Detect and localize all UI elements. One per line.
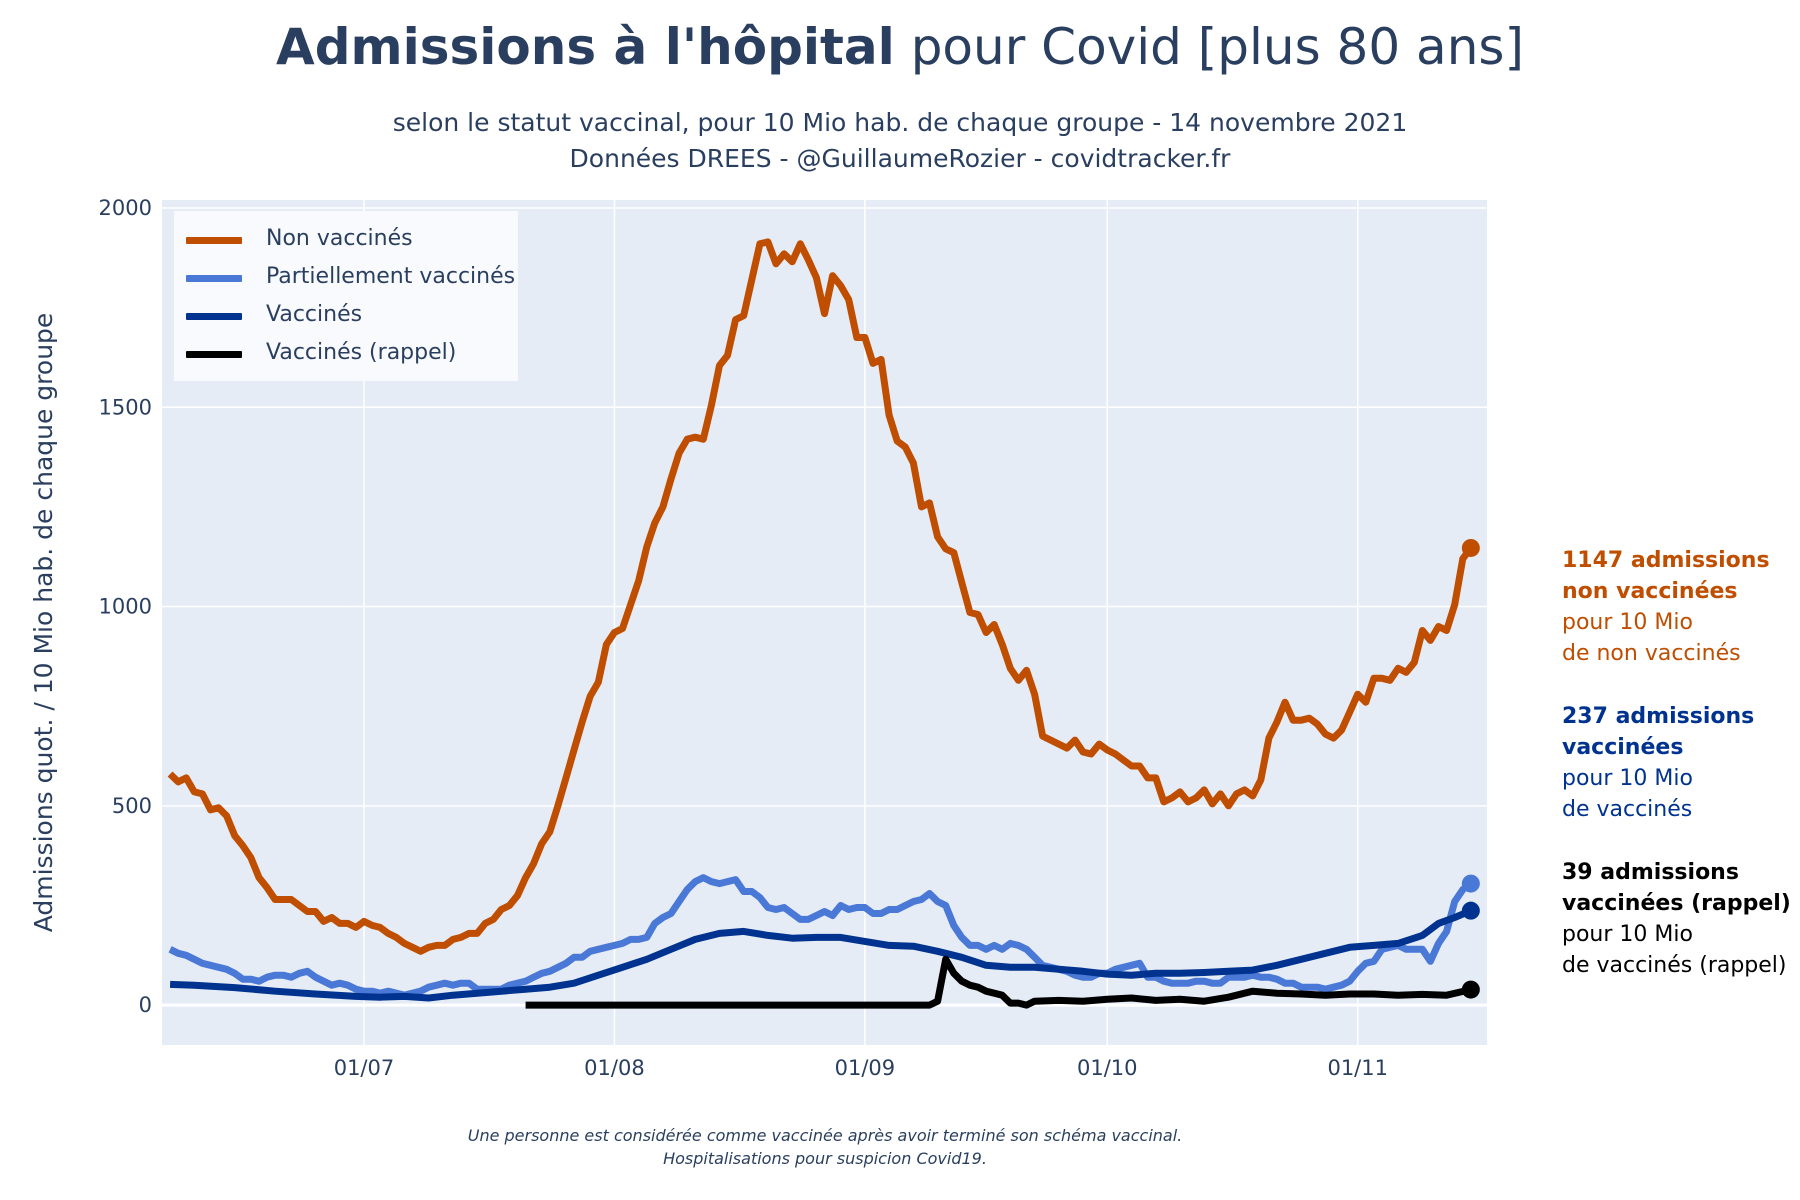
annotation-bold-line: 1147 admissions — [1562, 548, 1770, 573]
y-axis-title: Admissions quot. / 10 Mio hab. de chaque… — [29, 313, 58, 933]
annotation-bold-line: vaccinées — [1562, 735, 1684, 760]
annotation-line: pour 10 Mio — [1562, 766, 1693, 791]
footnote-line2: Hospitalisations pour suspicion Covid19. — [663, 1149, 987, 1168]
annotation-line: pour 10 Mio — [1562, 922, 1693, 947]
annotation-line: pour 10 Mio — [1562, 610, 1693, 635]
legend-swatch — [186, 237, 242, 244]
legend-label: Vaccinés (rappel) — [266, 340, 457, 365]
series-end-marker-0 — [1461, 538, 1480, 557]
end-markers — [1461, 538, 1480, 999]
y-tick-label: 1000 — [99, 595, 152, 619]
legend-label: Vaccinés — [266, 302, 363, 327]
chart-title-bold: Admissions à l'hôpital — [276, 18, 895, 76]
x-tick-label: 01/11 — [1327, 1056, 1388, 1080]
series-end-marker-1 — [1461, 874, 1480, 893]
y-tick-label: 2000 — [99, 196, 152, 220]
chart-subtitle-line1: selon le statut vaccinal, pour 10 Mio ha… — [392, 108, 1408, 137]
series-line-0 — [167, 238, 1474, 955]
legend-label: Partiellement vaccinés — [266, 264, 516, 289]
series-line-2 — [169, 907, 1473, 1002]
legend-item-partiellement-vaccines[interactable]: Partiellement vaccinés — [186, 262, 516, 292]
annotation-bold-line: non vaccinées — [1562, 579, 1738, 604]
chart-subtitle-line2: Données DREES - @GuillaumeRozier - covid… — [569, 144, 1231, 173]
legend-swatch — [186, 351, 242, 358]
y-tick-label: 0 — [139, 993, 152, 1017]
x-tick-label: 01/08 — [584, 1056, 645, 1080]
annotation-line: de vaccinés — [1562, 797, 1693, 822]
chart-title: Admissions à l'hôpital pour Covid [plus … — [0, 18, 1800, 76]
x-tick-label: 01/07 — [334, 1056, 395, 1080]
legend-item-vaccines[interactable]: Vaccinés — [186, 300, 516, 330]
annotation-bold-line: 237 admissions — [1562, 704, 1755, 729]
annotation-line: de non vaccinés — [1562, 641, 1741, 666]
legend-swatch — [186, 313, 242, 320]
axis-ticks: 0 500 1000 1500 2000 01/07 01/08 01/09 01/10 01/1… — [99, 196, 1388, 1080]
legend: Non vaccinés Partiellement vaccinés Vacc… — [174, 211, 518, 381]
annotation-bold-line: 39 admissions — [1562, 860, 1739, 885]
footnote-line1: Une personne est considérée comme vaccin… — [467, 1126, 1183, 1145]
annotation-non-vaccines: 1147 admissions non vaccinées pour 10 Mi… — [1562, 545, 1797, 669]
y-tick-label: 1500 — [99, 395, 152, 419]
series-lines — [167, 238, 1474, 1009]
x-tick-label: 01/09 — [835, 1056, 896, 1080]
legend-item-non-vaccines[interactable]: Non vaccinés — [186, 224, 516, 254]
series-line-3 — [525, 955, 1472, 1009]
annotation-vaccines: 237 admissions vaccinées pour 10 Mio de … — [1562, 701, 1797, 825]
series-end-marker-3 — [1461, 980, 1480, 999]
y-tick-label: 500 — [112, 794, 152, 818]
series-end-marker-2 — [1461, 901, 1480, 920]
annotation-line: de vaccinés (rappel) — [1562, 953, 1787, 978]
series-line-1 — [168, 874, 1473, 999]
x-tick-label: 01/10 — [1077, 1056, 1138, 1080]
annotation-bold-line: vaccinées (rappel) — [1562, 891, 1791, 916]
annotation-vaccines-rappel: 39 admissions vaccinées (rappel) pour 10… — [1562, 857, 1797, 981]
legend-item-vaccines-rappel[interactable]: Vaccinés (rappel) — [186, 338, 516, 368]
legend-label: Non vaccinés — [266, 226, 413, 251]
legend-swatch — [186, 275, 242, 282]
chart-title-regular: pour Covid [plus 80 ans] — [894, 18, 1524, 76]
